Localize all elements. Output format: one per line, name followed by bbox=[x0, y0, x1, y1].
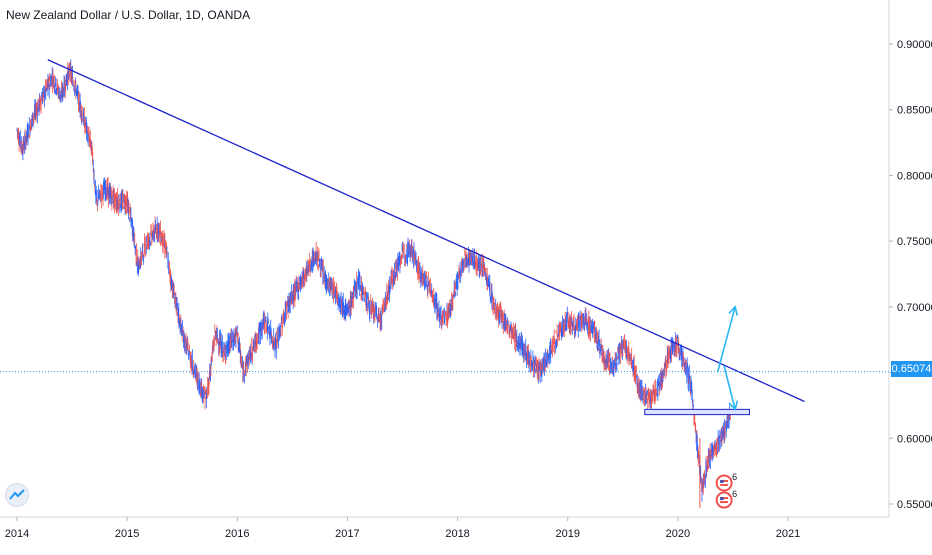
trendline[interactable] bbox=[47, 59, 805, 403]
y-tick-label: 0.90000 bbox=[897, 39, 932, 51]
drawings-layer[interactable]: 66 bbox=[0, 59, 889, 509]
last-price-label: 0.65074 bbox=[891, 361, 932, 377]
projection-arrow[interactable] bbox=[716, 305, 739, 373]
svg-text:6: 6 bbox=[732, 489, 737, 499]
svg-text:6: 6 bbox=[732, 472, 737, 482]
chart-title: New Zealand Dollar / U.S. Dollar, 1D, OA… bbox=[6, 8, 251, 22]
x-tick-label: 2021 bbox=[776, 528, 800, 540]
projection-arrow[interactable] bbox=[723, 365, 739, 411]
x-tick-label: 2020 bbox=[666, 528, 690, 540]
candles-layer bbox=[16, 59, 731, 508]
x-tick-label: 2017 bbox=[335, 528, 359, 540]
x-tick-label: 2018 bbox=[445, 528, 469, 540]
x-tick-label: 2016 bbox=[225, 528, 249, 540]
axes-layer: 0.550000.600000.650000.700000.750000.800… bbox=[0, 0, 932, 540]
support-zone-box[interactable] bbox=[644, 408, 750, 416]
tradingview-logo-icon[interactable] bbox=[6, 484, 28, 506]
economic-event-flag-icon[interactable]: 6 bbox=[715, 489, 738, 509]
x-tick-label: 2014 bbox=[5, 528, 29, 540]
economic-event-flag-icon[interactable]: 6 bbox=[715, 472, 738, 492]
x-tick-label: 2015 bbox=[115, 528, 139, 540]
x-tick-label: 2019 bbox=[555, 528, 579, 540]
